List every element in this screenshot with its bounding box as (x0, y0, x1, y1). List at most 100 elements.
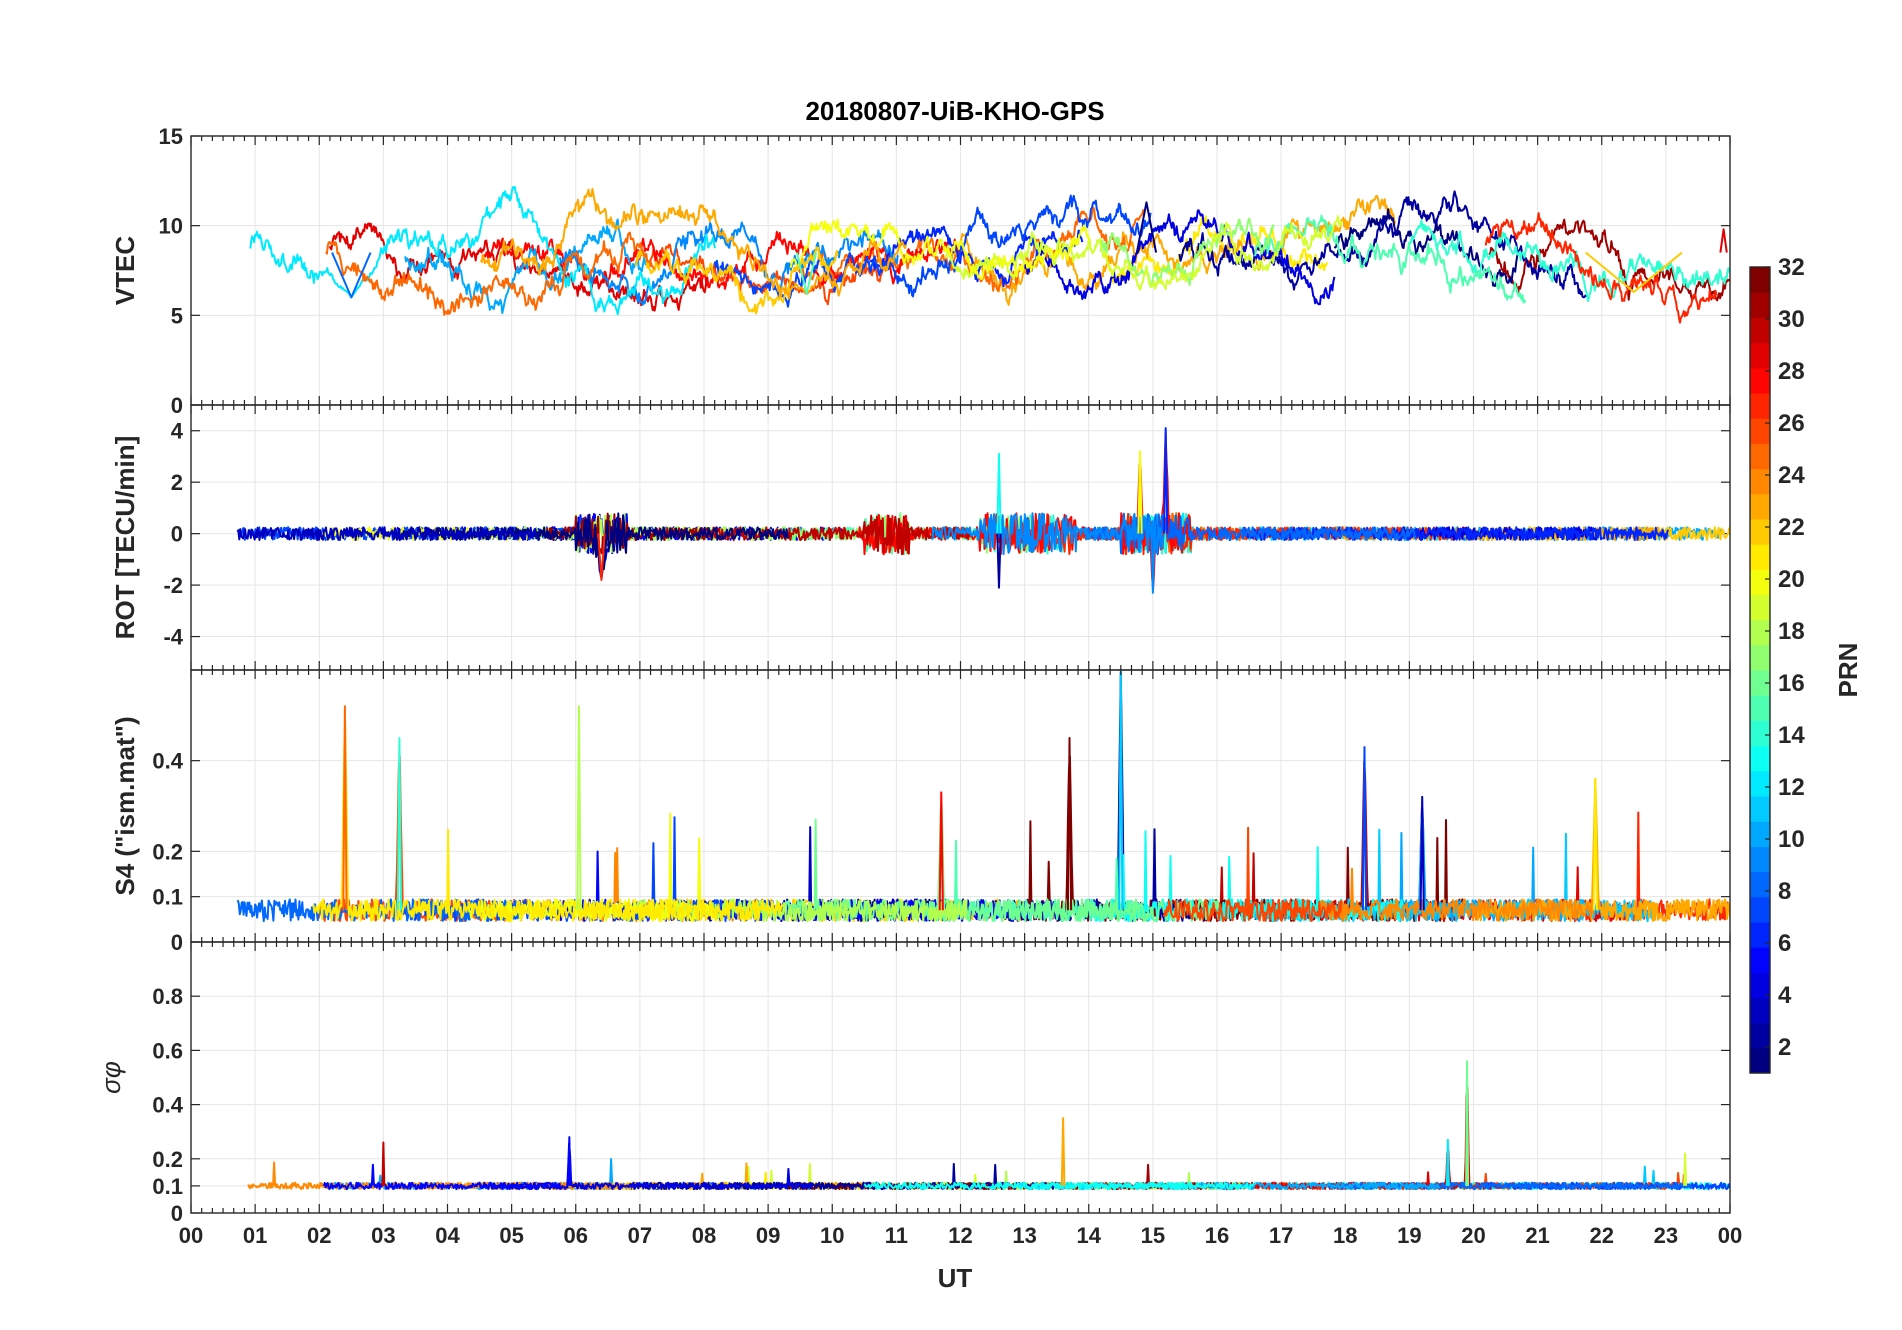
series-prn-23 (479, 187, 907, 300)
colorbar-label: PRN (1833, 643, 1863, 698)
colorbar-tick-label: 6 (1778, 930, 1791, 957)
series-prn-5 (322, 1163, 562, 1191)
chart-title: 20180807-UiB-KHO-GPS (805, 96, 1104, 126)
series-prn-25 (325, 231, 655, 316)
colorbar-tick-label: 14 (1778, 722, 1805, 749)
series-prn-27 (1484, 212, 1718, 324)
panel-frame (190, 941, 1731, 1214)
colorbar-tick-label: 26 (1778, 410, 1805, 437)
colorbar-segment (1750, 292, 1770, 318)
series-prn-29 (1097, 1086, 1502, 1191)
feature-peak (396, 737, 403, 911)
y-tick-label: -4 (163, 625, 183, 650)
feature-peak (1118, 670, 1124, 911)
colorbar-segment (1750, 518, 1770, 545)
series-prn-7 (713, 194, 1152, 308)
colorbar-tick-label: 16 (1778, 670, 1805, 697)
series-prn-10 (1172, 1181, 1441, 1191)
colorbar-segment (1750, 896, 1770, 923)
colorbar-segment (1750, 594, 1770, 621)
y-tick-label: 0.6 (152, 1038, 183, 1063)
feature-peak (938, 791, 944, 911)
series-prn-6 (869, 225, 1084, 288)
y-tick-label: 0.8 (152, 984, 183, 1009)
series-group (249, 185, 1730, 324)
y-tick-label: -2 (163, 573, 183, 598)
series-prn-9 (931, 512, 1165, 556)
series-group (236, 671, 1730, 923)
y-axis-label-rot: ROT [TECU/min] (110, 436, 140, 640)
x-tick-label: 08 (692, 1223, 716, 1248)
series-prn-22 (634, 246, 839, 315)
colorbar-segment (1750, 644, 1770, 671)
colorbar-tick-label: 2 (1778, 1034, 1791, 1061)
colorbar-segment (1750, 1022, 1770, 1049)
series-prn-24 (1317, 867, 1595, 923)
colorbar-segment (1750, 342, 1770, 369)
series-prn-14 (1409, 219, 1730, 302)
series-prn-3 (236, 526, 538, 541)
colorbar-segment (1750, 972, 1770, 999)
series-prn-2 (856, 671, 1213, 923)
series-prn-26 (638, 243, 893, 306)
x-tick-label: 15 (1141, 1223, 1165, 1248)
y-axis-label-sigma: σφ (96, 1061, 126, 1094)
x-tick-label: 01 (243, 1223, 267, 1248)
feature-peak (576, 705, 582, 911)
colorbar-segment (1750, 795, 1770, 822)
x-axis: 00 01 02 03 04 05 06 07 08 09 10 11 12 13 14 15 16 17 18 19… (179, 1223, 1742, 1248)
feature-peak (567, 1136, 572, 1186)
y-tick-label: 10 (159, 214, 183, 239)
y-tick-label: 5 (171, 303, 183, 328)
colorbar-segment (1750, 846, 1770, 873)
colorbar-frame (1749, 266, 1771, 1074)
feature-peak (1419, 795, 1425, 911)
series-group (247, 1086, 1730, 1191)
series-prn-9 (559, 221, 899, 306)
x-tick-label: 14 (1077, 1223, 1102, 1248)
y-tick-label: 0.2 (152, 1147, 183, 1172)
x-tick-label: 23 (1654, 1223, 1678, 1248)
series-prn-20 (789, 218, 1091, 280)
feature-peak (342, 705, 348, 911)
series-prn-10 (404, 218, 648, 314)
colorbar-segment (1750, 418, 1770, 444)
panel-s4: 0 0.1 0.2 0.4 S4 ("ism.mat") (110, 669, 1731, 955)
feature-peak (1137, 450, 1143, 534)
feature-peak (381, 1141, 386, 1186)
y-tick-label: 0 (171, 522, 183, 547)
y-tick-label: 0.1 (152, 1174, 183, 1199)
colorbar-tick-label: 30 (1778, 306, 1805, 333)
series-prn-31 (1488, 218, 1730, 302)
x-tick-label: 20 (1461, 1223, 1485, 1248)
series-prn-19 (944, 215, 1343, 291)
x-tick-label: 21 (1525, 1223, 1549, 1248)
x-tick-label: 05 (499, 1223, 523, 1248)
series-prn-28 (855, 431, 1226, 590)
colorbar-segment (1750, 569, 1770, 596)
y-tick-label: 0 (171, 930, 183, 955)
series-prn-23 (948, 195, 1397, 306)
y-tick-label: 0 (171, 1201, 183, 1226)
x-tick-label: 09 (756, 1223, 780, 1248)
colorbar-tick-label: 18 (1778, 618, 1805, 645)
series-prn-1 (1333, 208, 1520, 288)
y-tick-label: 0.2 (152, 839, 183, 864)
colorbar-segment (1750, 468, 1770, 495)
colorbar-segment (1750, 947, 1770, 973)
feature-peak (1150, 533, 1156, 594)
colorbar-tick-label: 4 (1778, 982, 1792, 1009)
x-tick-label: 18 (1333, 1223, 1357, 1248)
y-tick-label: 0.1 (152, 885, 183, 910)
colorbar-segment (1750, 770, 1770, 797)
feature-peak (1592, 777, 1598, 911)
x-tick-label: 17 (1269, 1223, 1293, 1248)
x-tick-label: 06 (564, 1223, 588, 1248)
feature-peak (597, 533, 606, 581)
colorbar-segment (1750, 544, 1770, 570)
series-group (236, 431, 1730, 590)
colorbar-segment (1750, 367, 1770, 394)
x-tick-label: 10 (820, 1223, 844, 1248)
colorbar-tick-label: 32 (1778, 254, 1805, 281)
